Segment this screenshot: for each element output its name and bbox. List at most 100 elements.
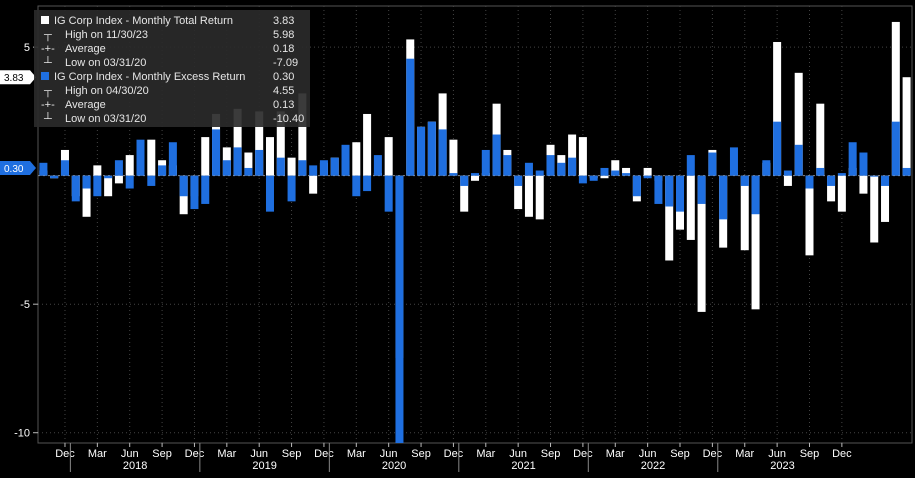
plot-border: [37, 5, 913, 444]
total-return-bar: [287, 157, 296, 176]
x-tick-label: Sep: [411, 448, 431, 460]
excess-return-bar: [719, 175, 728, 220]
total-return-bar: [524, 175, 533, 217]
excess-return-bar: [265, 175, 274, 212]
excess-return-bar: [794, 144, 803, 176]
excess-return-bar: [125, 175, 134, 189]
total-return-bar: [535, 175, 544, 220]
total-return-bar: [384, 137, 393, 176]
legend-total-stat-0-value: 5.98: [273, 29, 294, 41]
excess-return-bar: [546, 155, 555, 176]
excess-return-bar: [373, 155, 382, 176]
excess-return-bar: [492, 134, 501, 176]
excess-return-bar: [417, 126, 426, 176]
excess-return-bar: [535, 170, 544, 176]
x-tick-label: Dec: [314, 448, 334, 460]
legend-total-stat-1-label: Average: [65, 43, 106, 55]
x-tick-label: Sep: [541, 448, 561, 460]
excess-return-bar: [384, 175, 393, 212]
total-return-bar: [309, 175, 318, 194]
excess-return-bar: [201, 175, 210, 204]
excess-return-bar: [114, 160, 123, 176]
excess-return-bar: [471, 173, 479, 176]
excess-return-bar: [589, 175, 598, 181]
excess-return-bar: [158, 165, 167, 176]
total-return-bar: [611, 160, 620, 176]
excess-return-bar: [848, 142, 857, 176]
legend-series-excess-value: 0.30: [273, 71, 294, 83]
excess-return-bar: [319, 160, 328, 176]
total-return-bar: [622, 167, 631, 176]
total-return-bar: [870, 175, 879, 243]
value-tags: 3.83 0.30: [0, 70, 36, 175]
total-return-bar: [816, 103, 825, 176]
excess-return-bar: [859, 152, 868, 176]
total-return-bar: [794, 72, 803, 176]
total-return-bar: [104, 175, 113, 197]
x-tick-label: Mar: [606, 448, 625, 460]
excess-return-bar: [524, 162, 533, 176]
excess-return-bar: [395, 175, 404, 444]
legend-total-stat-0-label: High on 11/30/23: [65, 29, 148, 41]
excess-return-bar: [82, 175, 91, 189]
excess-return-bar: [740, 175, 749, 186]
total-return-bar: [643, 167, 652, 176]
excess-return-bar: [632, 175, 641, 197]
legend-excess-stat-0-value: 4.55: [273, 85, 294, 97]
excess-return-bar: [611, 170, 620, 176]
legend-series-total-value: 3.83: [273, 15, 294, 27]
excess-return-bar: [643, 175, 652, 179]
total-return-bar: [449, 139, 458, 176]
total-return-bar: [298, 93, 307, 176]
excess-return-bar: [708, 152, 717, 176]
total-return-bar: [93, 165, 102, 176]
y-tick-label: -10: [14, 428, 30, 440]
excess-return-bar: [665, 175, 674, 207]
x-tick-label: Sep: [800, 448, 820, 460]
total-return-bar: [751, 175, 760, 310]
high-icon: ┬: [43, 85, 52, 98]
excess-return-bar: [881, 175, 890, 186]
excess-return-bar: [438, 129, 447, 176]
total-return-bar: [881, 175, 890, 222]
excess-return-bar: [600, 167, 609, 176]
average-icon: -+-: [41, 43, 55, 55]
excess-return-bar: [233, 147, 242, 176]
excess-return-bar: [104, 175, 113, 179]
legend-total-stat-1-value: 0.18: [273, 43, 294, 55]
excess-return-bar: [179, 175, 188, 197]
excess-return-bar: [341, 144, 350, 176]
legend-excess-stat-1-value: 0.13: [273, 99, 294, 111]
year-label: 2023: [770, 460, 794, 472]
excess-return-bar: [244, 167, 253, 176]
legend-excess-stat-1-label: Average: [65, 99, 106, 111]
year-label: 2018: [123, 460, 147, 472]
excess-return-bar: [93, 175, 102, 197]
excess-return-bar: [190, 175, 199, 210]
total-return-bar: [568, 134, 577, 176]
total-return-bar: [859, 175, 868, 194]
total-return-bar: [805, 175, 814, 256]
excess-return-bar: [783, 170, 792, 176]
total-return-bar: [363, 113, 372, 176]
excess-return-bar: [503, 155, 512, 176]
excess-return-bar: [568, 157, 577, 176]
excess-return-bar: [330, 157, 339, 176]
x-tick-label: Dec: [444, 448, 464, 460]
excess-return-bar: [870, 175, 879, 177]
year-label: 2021: [511, 460, 535, 472]
legend-excess-stat-2-value: -10.40: [273, 113, 304, 125]
excess-return-bar: [298, 160, 307, 176]
excess-return-bar: [514, 175, 523, 186]
x-tick-label: Sep: [152, 448, 172, 460]
excess-return-bar: [449, 173, 458, 176]
legend-series-excess-name: IG Corp Index - Monthly Excess Return: [54, 71, 245, 83]
excess-return-bar: [622, 173, 631, 176]
excess-return-bar: [751, 175, 760, 215]
excess-return-bar: [60, 160, 69, 176]
excess-return-bar: [805, 175, 814, 189]
excess-return-bar: [168, 142, 177, 176]
excess-return-bar: [71, 175, 80, 202]
